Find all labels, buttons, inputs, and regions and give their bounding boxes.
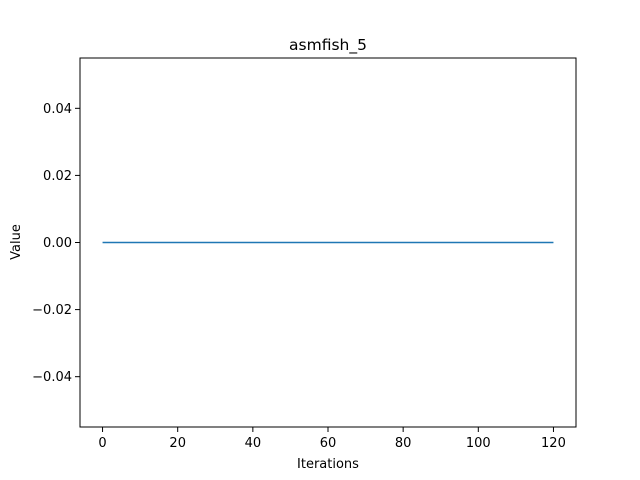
x-tick-label: 20 [169, 436, 186, 451]
y-tick-label: 0.02 [43, 169, 72, 184]
y-tick-label: 0.04 [43, 102, 72, 117]
y-tick-label: −0.02 [32, 303, 72, 318]
plot-frame [79, 57, 577, 428]
chart-title: asmfish_5 [289, 36, 367, 55]
x-axis-label: Iterations [297, 457, 359, 472]
x-tick-label: 60 [320, 436, 337, 451]
x-tick-label: 100 [466, 436, 491, 451]
y-axis-label: Value [9, 224, 24, 260]
y-tick-label: −0.04 [32, 370, 72, 385]
y-axis: −0.04 −0.02 0.00 0.02 0.04 [32, 102, 80, 385]
x-tick-label: 0 [98, 436, 106, 451]
x-tick-label: 80 [395, 436, 412, 451]
x-tick-label: 40 [245, 436, 262, 451]
y-tick-label: 0.00 [43, 236, 72, 251]
x-tick-label: 120 [541, 436, 566, 451]
x-axis: 0 20 40 60 80 100 120 [98, 427, 566, 451]
